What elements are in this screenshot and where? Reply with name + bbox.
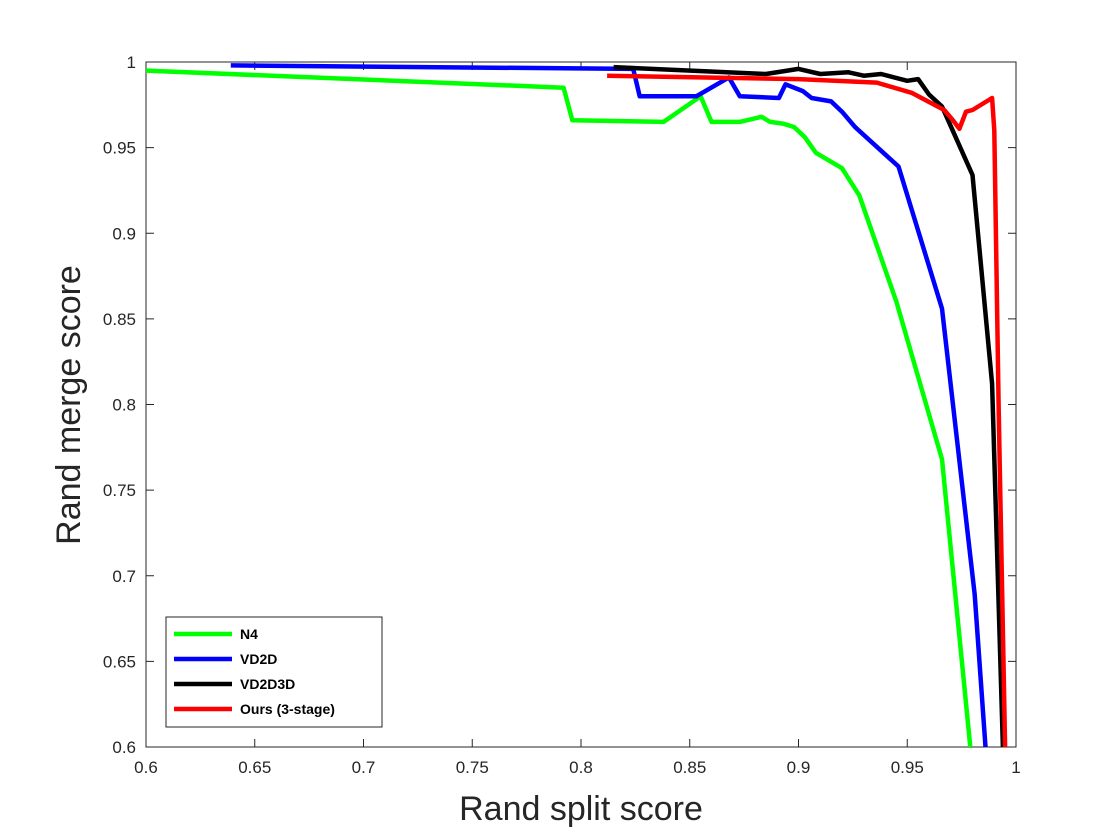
- x-tick-label: 0.8: [569, 758, 593, 777]
- x-tick-label: 0.7: [352, 758, 376, 777]
- y-tick-label: 0.95: [103, 139, 136, 158]
- y-tick-label: 0.65: [103, 652, 136, 671]
- y-tick-label: 0.7: [112, 567, 136, 586]
- legend-label-vd2d3d: VD2D3D: [240, 676, 295, 692]
- series-line-vd2d: [230, 63, 988, 747]
- x-tick-label: 0.65: [238, 758, 271, 777]
- y-tick-label: 0.85: [103, 310, 136, 329]
- legend-label-vd2d: VD2D: [240, 651, 277, 667]
- series-line-n4: [146, 68, 973, 747]
- x-tick-label: 0.95: [891, 758, 924, 777]
- x-tick-label: 0.9: [787, 758, 811, 777]
- y-axis-title: Rand merge score: [50, 265, 88, 545]
- legend-label-n4: N4: [240, 626, 258, 642]
- x-tick-label: 0.6: [134, 758, 158, 777]
- series-line-vd2d3d: [613, 64, 1006, 747]
- series-line-ours-3-stage: [607, 73, 1008, 747]
- y-tick-label: 0.75: [103, 481, 136, 500]
- y-tick-label: 1: [127, 53, 136, 72]
- y-axis-ticks: 0.6 0.65 0.7 0.75 0.8 0.85 0.9 0.95 1: [103, 53, 1016, 757]
- y-tick-label: 0.8: [112, 396, 136, 415]
- x-tick-label: 1: [1011, 758, 1020, 777]
- x-axis-title: Rand split score: [459, 790, 703, 828]
- x-axis-ticks: 0.6 0.65 0.7 0.75 0.8 0.85 0.9 0.95 1: [134, 62, 1021, 777]
- y-tick-label: 0.6: [112, 738, 136, 757]
- y-tick-label: 0.9: [112, 224, 136, 243]
- series-lines: [146, 63, 1008, 747]
- x-tick-label: 0.85: [673, 758, 706, 777]
- legend-label-ours-3-stage: Ours (3-stage): [240, 701, 335, 717]
- x-tick-label: 0.75: [456, 758, 489, 777]
- legend: N4 VD2D VD2D3D Ours (3-stage): [165, 616, 383, 728]
